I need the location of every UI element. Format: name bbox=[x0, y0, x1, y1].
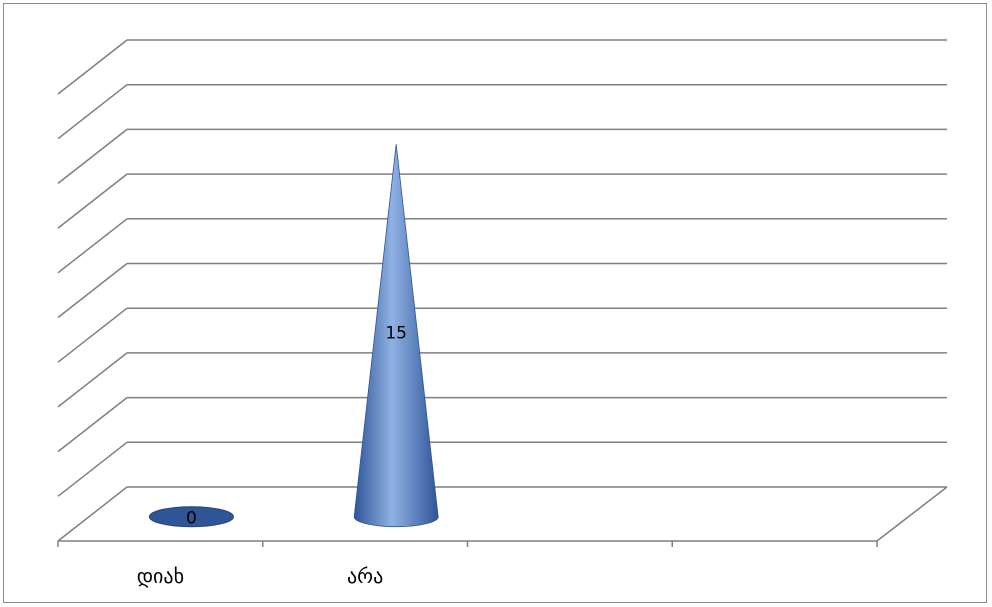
gridline-side bbox=[57, 39, 128, 95]
x-tick-label: არა bbox=[347, 564, 383, 588]
x-axis bbox=[57, 541, 878, 547]
x-tick-label: დიახ bbox=[137, 564, 184, 588]
data-label: 0 bbox=[186, 509, 197, 529]
gridline-side bbox=[57, 84, 128, 140]
series-marks bbox=[148, 144, 439, 528]
labels: დიახ არა 0 15 bbox=[137, 323, 407, 588]
gridline-side bbox=[57, 128, 128, 184]
gridline-side bbox=[57, 218, 128, 274]
gridline-side bbox=[57, 441, 128, 497]
gridlines bbox=[57, 39, 948, 542]
gridline-side bbox=[57, 262, 128, 319]
floor-right-edge bbox=[876, 486, 948, 542]
gridline-side bbox=[57, 307, 128, 363]
gridline-side bbox=[57, 173, 128, 229]
gridline-side bbox=[57, 486, 128, 542]
data-label: 15 bbox=[385, 323, 407, 343]
chart-frame bbox=[3, 3, 987, 603]
gridline-side bbox=[57, 397, 128, 453]
cone-body bbox=[353, 144, 439, 528]
gridline-side bbox=[57, 352, 128, 408]
cone-base bbox=[148, 506, 234, 528]
